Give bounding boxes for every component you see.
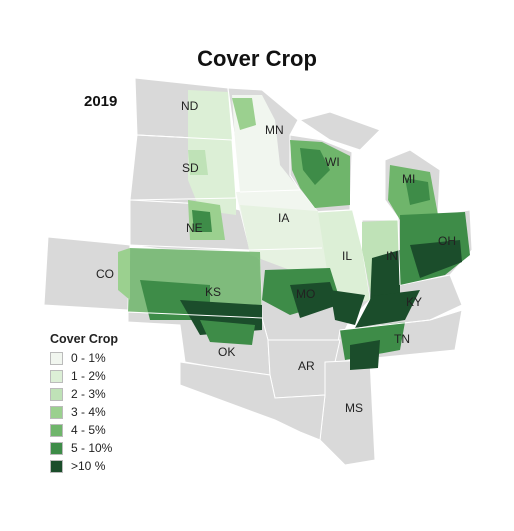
label-ky: KY (406, 295, 422, 309)
label-co: CO (96, 267, 114, 281)
state-south (179, 361, 326, 441)
state-mi-upper (298, 111, 381, 151)
legend-item: >10 % (50, 457, 118, 475)
label-mi: MI (402, 172, 415, 186)
legend-item: 5 - 10% (50, 439, 118, 457)
label-mn: MN (265, 123, 284, 137)
legend-label: 0 - 1% (71, 351, 106, 365)
legend-item: 0 - 1% (50, 349, 118, 367)
state-co (43, 236, 131, 311)
year-label: 2019 (84, 93, 118, 110)
legend-label: >10 % (71, 459, 106, 473)
legend-swatch (50, 423, 63, 437)
county-shading (118, 90, 470, 370)
label-ar: AR (298, 359, 315, 373)
label-ia: IA (278, 211, 289, 225)
label-ok: OK (218, 345, 235, 359)
label-sd: SD (182, 161, 199, 175)
label-ks: KS (205, 285, 221, 299)
legend-item: 2 - 3% (50, 385, 118, 403)
legend-swatch (50, 405, 63, 419)
legend-label: 2 - 3% (71, 387, 106, 401)
legend-label: 4 - 5% (71, 423, 106, 437)
label-tn: TN (394, 332, 410, 346)
legend-swatch (50, 441, 63, 455)
legend-swatch (50, 351, 63, 365)
legend-item: 3 - 4% (50, 403, 118, 421)
label-mo: MO (296, 287, 315, 301)
legend-item: 4 - 5% (50, 421, 118, 439)
legend: Cover Crop 0 - 1% 1 - 2% 2 - 3% 3 - 4% 4… (50, 332, 118, 475)
map-title: Cover Crop (197, 46, 317, 71)
label-in: IN (386, 249, 398, 263)
legend-swatch (50, 369, 63, 383)
legend-swatch (50, 387, 63, 401)
legend-label: 1 - 2% (71, 369, 106, 383)
label-oh: OH (438, 234, 456, 248)
label-ms: MS (345, 401, 363, 415)
legend-label: 3 - 4% (71, 405, 106, 419)
legend-label: 5 - 10% (71, 441, 113, 455)
state-labels: ND MN SD WI MI NE IA IL IN OH CO KS MO K… (96, 99, 456, 415)
label-nd: ND (181, 99, 199, 113)
legend-title: Cover Crop (50, 332, 119, 346)
legend-swatch (50, 459, 63, 473)
label-il: IL (342, 249, 352, 263)
legend-item: 1 - 2% (50, 367, 118, 385)
label-wi: WI (325, 155, 340, 169)
state-borders (127, 134, 463, 331)
label-ne: NE (186, 221, 203, 235)
